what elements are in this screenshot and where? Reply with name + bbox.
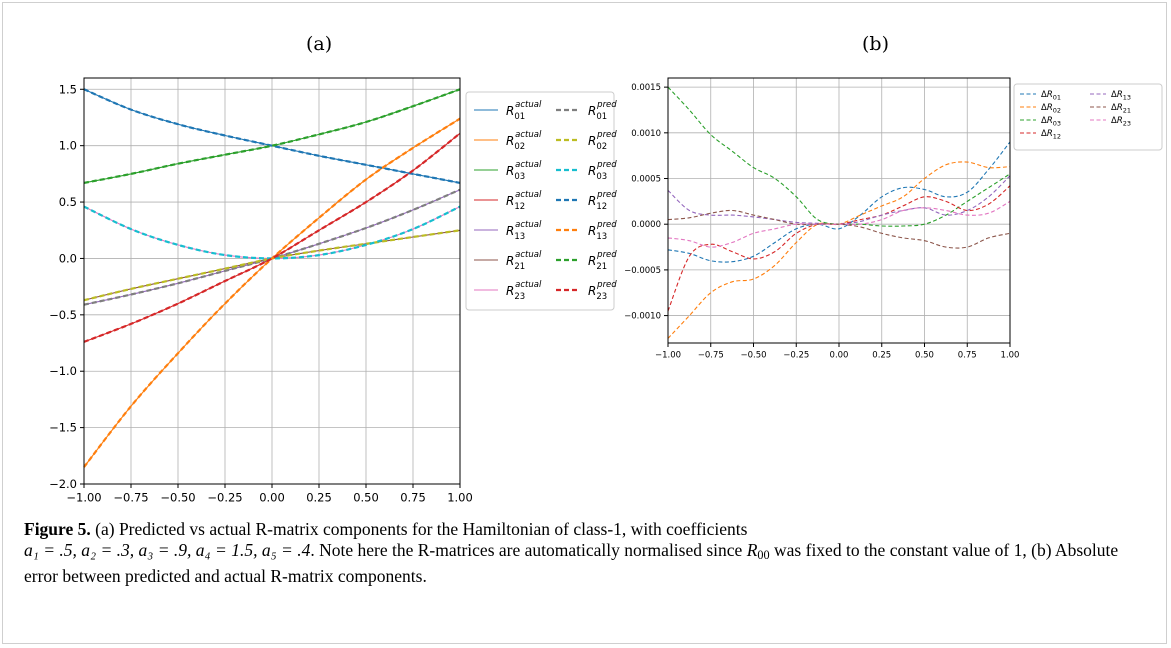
caption-r00: R: [746, 540, 758, 560]
caption-r00-sub: 00: [757, 548, 770, 563]
x-tick-label: 0.50: [353, 491, 379, 505]
y-tick-label: −0.5: [49, 308, 77, 322]
y-tick-label: 0.0000: [631, 220, 661, 230]
panel-label-a: (a): [306, 33, 333, 55]
x-tick-label: −0.25: [207, 491, 242, 505]
y-tick-label: −1.5: [49, 421, 77, 435]
series-line-r23-pred: [83, 132, 461, 343]
legend-a-entry: R13actual: [506, 220, 542, 242]
legend-a-entry: R12actual: [506, 190, 542, 212]
chart-b-x-ticks: −1.00 −0.75 −0.50 −0.25 0.00 0.25 0.50 0.75 1.00: [655, 343, 1020, 361]
x-tick-label: 0.00: [830, 351, 849, 361]
panel-label-b: (b): [862, 33, 889, 55]
y-tick-label: −1.0: [49, 364, 77, 378]
legend-b-entry: ΔR12: [1041, 129, 1061, 141]
caption-label: Figure 5.: [24, 519, 91, 539]
legend-b-entry: ΔR13: [1111, 90, 1131, 102]
legend-a-entry: R02pred: [588, 130, 617, 152]
legend-b-entry: ΔR23: [1111, 116, 1131, 128]
x-tick-label: 0.75: [958, 351, 977, 361]
chart-b-grid: [667, 78, 1011, 343]
legend-a-entry: R03pred: [588, 160, 617, 182]
x-tick-label: 0.50: [915, 351, 934, 361]
x-tick-label: −1.00: [655, 351, 681, 361]
series-line-r21-pred: [83, 88, 461, 184]
legend-a-entry: R03actual: [506, 160, 542, 182]
x-tick-label: −1.00: [66, 491, 101, 505]
x-tick-label: −0.25: [783, 351, 809, 361]
x-tick-label: 0.25: [872, 351, 891, 361]
series-line-δr12: [667, 185, 1011, 312]
y-tick-label: −0.0005: [624, 266, 661, 276]
figure-caption: Figure 5. (a) Predicted vs actual R-matr…: [24, 519, 1149, 587]
y-tick-label: 0.5: [59, 195, 77, 209]
legend-b-frame: [1013, 83, 1163, 151]
legend-a-entry: R02actual: [506, 130, 542, 152]
y-tick-label: 0.0005: [631, 174, 661, 184]
chart-b-y-ticks: −0.0010 −0.0005 0.0000 0.0005 0.0010 0.0015: [624, 83, 668, 322]
legend-b-entry: ΔR21: [1111, 103, 1131, 115]
legend-a-entry: R01pred: [588, 100, 617, 122]
legend-a-entry: R21actual: [506, 250, 542, 272]
legend-b-entry: ΔR02: [1041, 103, 1061, 115]
chart-b: −1.00 −0.75 −0.50 −0.25 0.00 0.25 0.50 0.75 1.00…: [624, 77, 1163, 361]
x-tick-label: 1.00: [1001, 351, 1020, 361]
legend-b-entry: ΔR03: [1041, 116, 1061, 128]
legend-a-frame: [465, 91, 615, 311]
x-tick-label: −0.75: [698, 351, 724, 361]
legend-b-entry: ΔR01: [1041, 90, 1061, 102]
legend-a-entry: R21pred: [588, 250, 617, 272]
legend-a-entry: R12pred: [588, 190, 617, 212]
x-tick-label: −0.75: [113, 491, 148, 505]
series-line-r12-pred: [83, 88, 461, 184]
chart-a: −1.00 −0.75 −0.50 −0.25 0.00 0.25 0.50 0.75 1.00…: [49, 77, 617, 505]
x-tick-label: −0.50: [740, 351, 766, 361]
x-tick-label: −0.50: [160, 491, 195, 505]
legend-a-entry: R13pred: [588, 220, 617, 242]
caption-coefficients: a₁ = .5, a₂ = .3, a₃ = .9, a₄ = 1.5, a₅ …: [24, 540, 311, 560]
legend-a-entry: R23pred: [588, 280, 617, 302]
x-tick-label: 0.75: [400, 491, 426, 505]
legend-a-entry: R23actual: [506, 280, 542, 302]
y-tick-label: −2.0: [49, 477, 77, 491]
x-tick-label: 1.00: [447, 491, 473, 505]
series-line-δr21: [667, 209, 1011, 249]
y-tick-label: 1.5: [59, 82, 77, 96]
x-tick-label: 0.25: [306, 491, 332, 505]
chart-a-lines: [83, 88, 461, 468]
x-tick-label: 0.00: [259, 491, 285, 505]
series-line-δr13: [667, 175, 1011, 225]
chart-a-legend: R01actual R02actual R03actual R12actual R13a…: [465, 91, 617, 311]
series-line-δr01: [667, 141, 1011, 263]
chart-a-y-ticks: −2.0 −1.5 −1.0 −0.5 0.0 0.5 1.0 1.5: [49, 82, 84, 491]
chart-a-x-ticks: −1.00 −0.75 −0.50 −0.25 0.00 0.25 0.50 0.75 1.00: [66, 484, 473, 505]
y-tick-label: 0.0: [59, 251, 77, 265]
y-tick-label: 0.0015: [631, 83, 661, 93]
series-line-δr23: [667, 200, 1011, 248]
chart-b-lines: [667, 86, 1011, 339]
caption-part-3: was fixed to the constant value of 1, (b…: [24, 540, 1119, 587]
caption-part-2: . Note here the R-matrices are automatic…: [310, 540, 747, 560]
y-tick-label: 1.0: [59, 139, 77, 153]
caption-part-1: (a) Predicted vs actual R-matrix compone…: [90, 519, 748, 539]
y-tick-label: 0.0010: [631, 129, 661, 139]
series-line-r13-pred: [83, 117, 461, 468]
legend-a-entry: R01actual: [506, 100, 542, 122]
y-tick-label: −0.0010: [624, 312, 661, 322]
